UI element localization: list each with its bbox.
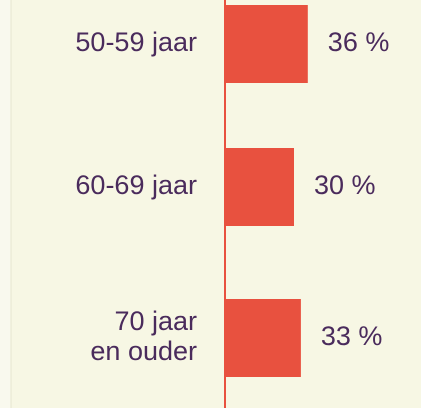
category-label: 70 jaar en ouder [90, 306, 197, 366]
value-label: 33 % [321, 321, 383, 351]
bar [225, 299, 301, 377]
value-label: 30 % [314, 170, 376, 200]
bar [225, 5, 308, 83]
value-label: 36 % [328, 27, 390, 57]
left-strip [0, 0, 11, 408]
category-label: 60-69 jaar [75, 170, 197, 200]
bar [225, 148, 294, 226]
category-label: 50-59 jaar [75, 27, 197, 57]
